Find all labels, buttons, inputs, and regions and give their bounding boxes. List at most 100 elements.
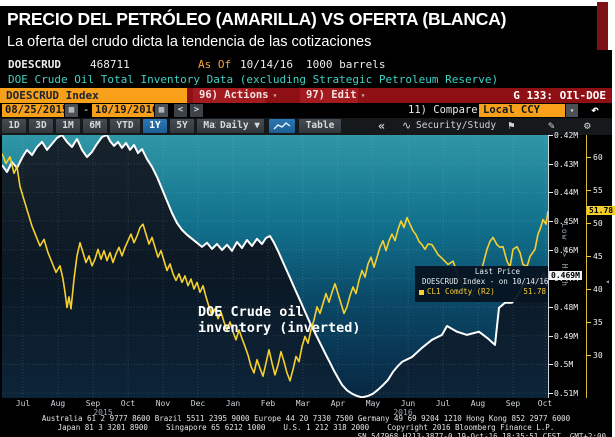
range-tab-1m[interactable]: 1M bbox=[56, 119, 80, 133]
inventory-last-value-badge: 0.469M bbox=[549, 271, 582, 280]
security-description-row: DOE Crude Oil Total Inventory Data (excl… bbox=[0, 73, 612, 87]
line-chart-type-button[interactable] bbox=[269, 119, 295, 133]
page-title: PRECIO DEL PETRÓLEO (AMARILLA) VS OFERTA… bbox=[7, 9, 507, 29]
undo-arrow-icon[interactable]: ↶ bbox=[591, 103, 599, 118]
currency-select[interactable]: Local CCY bbox=[479, 104, 565, 117]
range-tab-1y[interactable]: 1Y bbox=[143, 119, 167, 133]
security-input[interactable]: DOESCRUD Index bbox=[0, 88, 187, 103]
page-subtitle: La oferta del crudo dicta la tendencia d… bbox=[7, 34, 372, 50]
price-axis-tick bbox=[586, 322, 591, 323]
headline-banner: PRECIO DEL PETRÓLEO (AMARILLA) VS OFERTA… bbox=[0, 6, 597, 57]
ticker-value: 468711 bbox=[90, 58, 130, 71]
security-study-button[interactable]: Security/Study bbox=[416, 120, 497, 131]
inventory-axis-tick bbox=[548, 364, 553, 365]
month-label: Feb bbox=[260, 399, 276, 408]
price-series-marker bbox=[419, 289, 424, 295]
inventory-axis-tick bbox=[548, 192, 553, 193]
price-vs-inventory-chart[interactable] bbox=[1, 134, 549, 399]
price-axis-label: 35 bbox=[593, 318, 603, 327]
month-label: Aug bbox=[470, 399, 486, 408]
price-axis-label: 60 bbox=[593, 153, 603, 162]
inventory-axis-label: 0.48M bbox=[554, 303, 579, 312]
range-tab-5y[interactable]: 5Y bbox=[170, 119, 194, 133]
flag-icon[interactable]: ⚑ bbox=[508, 119, 515, 132]
legend-row-price: CL1 Comdty (R2) 51.78 bbox=[419, 287, 546, 297]
inventory-annotation: DOE Crude oil inventory (inverted) bbox=[198, 304, 361, 336]
legend-value: 51.78 bbox=[523, 287, 546, 296]
currency-dropdown-icon[interactable]: ▾ bbox=[566, 104, 578, 117]
inventory-axis-label: 0.45M bbox=[554, 217, 579, 226]
date-separator: - bbox=[83, 104, 90, 116]
range-bar: 08/25/2015 ▦ - 10/19/2016 ▦ < > 11) Comp… bbox=[0, 103, 612, 118]
month-label: Jul bbox=[435, 399, 451, 408]
gear-icon[interactable]: ⚙ bbox=[584, 119, 591, 132]
pane-resize-arrow-icon[interactable]: ◂ bbox=[605, 277, 610, 286]
price-axis-tick bbox=[586, 256, 591, 257]
price-axis-tick bbox=[586, 355, 591, 356]
month-label: Nov bbox=[155, 399, 171, 408]
start-date-input[interactable]: 08/25/2015 bbox=[2, 104, 68, 117]
inventory-axis-label: 0.44M bbox=[554, 188, 579, 197]
month-label: Jan bbox=[225, 399, 241, 408]
inventory-axis-tick bbox=[548, 135, 553, 136]
ticker: DOESCRUD bbox=[8, 58, 61, 71]
month-label: Sep bbox=[85, 399, 101, 408]
axis-direction-label: Low => High bbox=[560, 223, 569, 287]
edit-dropdown-icon: ▾ bbox=[360, 91, 366, 100]
end-date-input[interactable]: 10/19/2016 bbox=[92, 104, 158, 117]
range-tab-ytd[interactable]: YTD bbox=[110, 119, 140, 133]
inventory-axis-tick bbox=[548, 336, 553, 337]
start-calendar-icon[interactable]: ▦ bbox=[65, 104, 78, 117]
footer-contacts-1: Australia 61 2 9777 8600 Brazil 5511 239… bbox=[41, 414, 571, 423]
chart-legend: Last Price DOESCRUD Index - on 10/14/16 … bbox=[415, 266, 598, 302]
as-of-label: As Of bbox=[198, 58, 232, 71]
frequency-dropdown[interactable]: Daily ▼ bbox=[216, 119, 264, 133]
units-label: 1000 barrels bbox=[306, 58, 386, 71]
x-axis-labels: Jul Aug Sep Oct Nov Dec Jan Feb Mar Apr May Jun Jul A… bbox=[2, 399, 552, 417]
month-label: Sep bbox=[505, 399, 521, 408]
security-description: DOE Crude Oil Total Inventory Data (excl… bbox=[8, 73, 499, 86]
inventory-axis-line bbox=[548, 135, 549, 398]
range-tab-6m[interactable]: 6M bbox=[83, 119, 107, 133]
inventory-axis-tick bbox=[548, 221, 553, 222]
range-tab-1d[interactable]: 1D bbox=[2, 119, 26, 133]
price-axis-label: 55 bbox=[593, 186, 603, 195]
actions-button[interactable]: 96) Actions ▾ bbox=[193, 88, 277, 103]
price-axis-tick bbox=[586, 157, 591, 158]
inventory-axis-label: 0.51M bbox=[554, 389, 579, 398]
end-calendar-icon[interactable]: ▦ bbox=[155, 104, 168, 117]
year-label: 2016 bbox=[393, 408, 413, 417]
chart-plot-area[interactable]: DOE Crude oil inventory (inverted) WTI L… bbox=[1, 134, 598, 399]
actions-dropdown-icon: ▾ bbox=[272, 91, 278, 100]
price-axis-tick bbox=[586, 190, 591, 191]
price-axis-tick bbox=[586, 223, 591, 224]
legend-label: DOESCRUD Index - on 10/14/16 (R1) bbox=[422, 277, 572, 286]
month-label: Mar bbox=[295, 399, 311, 408]
annotate-icon[interactable]: ✎ bbox=[548, 119, 555, 132]
line-chart-icon bbox=[273, 121, 291, 129]
action-bar: DOESCRUD Index 96) Actions ▾ 97) Edit ▾ G … bbox=[0, 88, 612, 103]
legend-label: CL1 Comdty (R2) bbox=[427, 287, 495, 296]
price-axis-tick bbox=[586, 289, 591, 290]
range-next-button[interactable]: > bbox=[190, 104, 203, 117]
inventory-axis-tick bbox=[548, 164, 553, 165]
inventory-axis-label: 0.42M bbox=[554, 131, 579, 140]
price-axis-line bbox=[586, 135, 587, 398]
range-prev-button[interactable]: < bbox=[174, 104, 187, 117]
edit-button[interactable]: 97) Edit ▾ bbox=[300, 88, 365, 103]
month-label: Apr bbox=[330, 399, 346, 408]
month-label: Aug bbox=[50, 399, 66, 408]
price-axis-label: 30 bbox=[593, 351, 603, 360]
table-button[interactable]: Table bbox=[299, 119, 341, 133]
legend-title: Last Price bbox=[474, 267, 521, 276]
price-last-value-badge: 51.78 bbox=[587, 206, 615, 215]
page-corner bbox=[608, 0, 615, 50]
right-axes: Low => High ◂ 0.42M 0.43M 0.44M 0.45M 0.46M 0… bbox=[548, 131, 615, 398]
month-label: Jun bbox=[400, 399, 416, 408]
footer-contacts-2: Japan 81 3 3201 8900 Singapore 65 6212 1… bbox=[57, 423, 555, 432]
collapse-panel-button[interactable]: « bbox=[378, 119, 386, 133]
range-tab-3d[interactable]: 3D bbox=[29, 119, 53, 133]
compare-button[interactable]: 11) Compare bbox=[408, 104, 478, 116]
inventory-axis-label: 0.5M bbox=[554, 360, 574, 369]
